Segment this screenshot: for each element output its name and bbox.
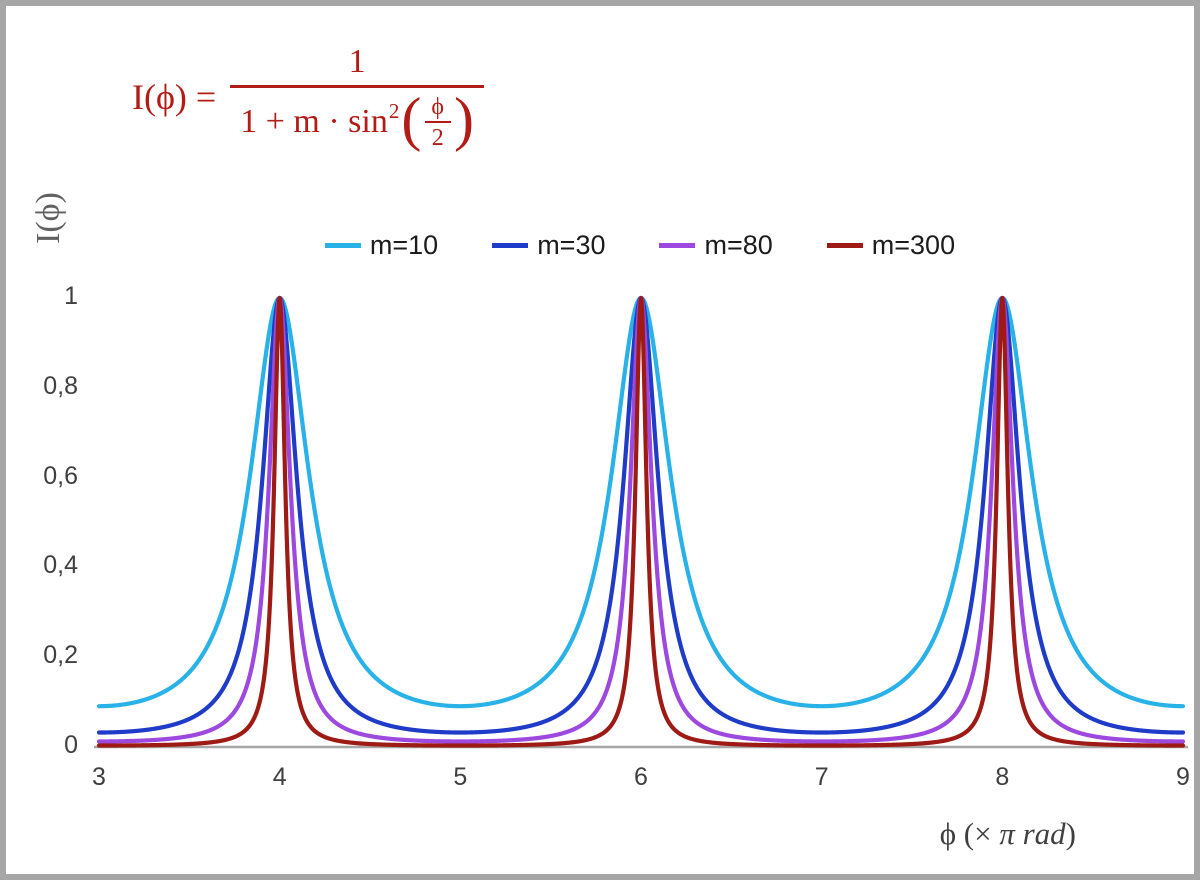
y-tick-label: 0,4: [43, 551, 78, 580]
formula-den-text: 1 + m · sin: [240, 103, 388, 141]
curve-m=300: [96, 295, 1186, 748]
legend-item-m=30: m=30: [492, 230, 605, 261]
inner-numerator: ϕ: [431, 93, 445, 120]
formula-lhs: I(ϕ) =: [132, 76, 217, 117]
formula-exponent: 2: [388, 98, 400, 123]
formula-numerator: 1: [348, 43, 366, 80]
legend-item-m=10: m=10: [324, 230, 439, 261]
y-tick-label: 0,8: [43, 371, 78, 400]
x-tick-label: 6: [634, 763, 648, 791]
y-tick-label: 0,2: [43, 641, 78, 670]
y-tick-label: 0,6: [43, 461, 78, 490]
legend-label: m=300: [871, 230, 956, 260]
x-axis-label: ϕ (× π rad): [940, 816, 1076, 852]
x-axis-label-prefix: ϕ (×: [939, 816, 1000, 851]
formula-annotation: I(ϕ) = 1 1 + m · sin 2(ϕ 2): [132, 44, 484, 150]
curve-m=80: [96, 295, 1186, 744]
curve-m=30: [96, 295, 1186, 735]
plot-area: [94, 295, 1188, 749]
legend-item-m=300: m=300: [826, 230, 956, 261]
legend-swatch: [492, 243, 529, 248]
y-tick-label: 0: [64, 731, 78, 759]
y-tick-label: 1: [64, 282, 78, 310]
legend-label: m=30: [537, 230, 606, 260]
x-tick-label: 7: [814, 763, 829, 791]
x-axis-label-units: π rad: [999, 816, 1066, 851]
x-axis-label-suffix: ): [1065, 816, 1076, 851]
right-paren: ): [454, 85, 474, 152]
formula-denominator: 1 + m · sin 2(ϕ 2): [230, 84, 484, 152]
formula-fraction: 1 1 + m · sin 2(ϕ 2): [230, 44, 484, 150]
y-axis-label: I(ϕ): [30, 192, 68, 244]
legend-swatch: [659, 243, 696, 248]
legend-swatch: [826, 243, 863, 248]
x-tick-label: 4: [272, 763, 287, 791]
legend-label: m=80: [704, 230, 773, 260]
legend-item-m=80: m=80: [659, 230, 773, 261]
x-tick-label: 9: [1176, 763, 1190, 791]
left-paren: (: [401, 85, 422, 152]
legend: m=10 m=30 m=80 m=300: [96, 230, 1184, 261]
y-axis-label-text: I(ϕ): [30, 192, 67, 244]
x-tick-label: 3: [92, 763, 106, 791]
x-tick-label: 8: [995, 763, 1010, 791]
inner-denominator: 2: [424, 120, 451, 150]
legend-swatch: [324, 243, 361, 248]
x-tick-label: 5: [453, 763, 468, 791]
legend-label: m=10: [369, 230, 439, 260]
